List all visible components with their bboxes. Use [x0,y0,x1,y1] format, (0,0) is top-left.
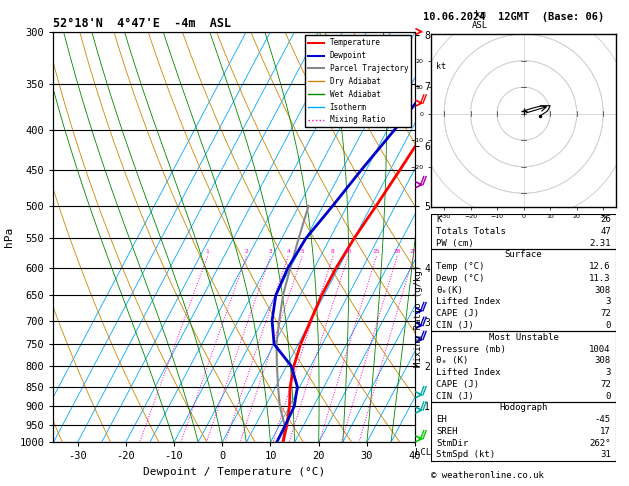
Text: K: K [437,215,442,224]
Text: Pressure (mb): Pressure (mb) [437,345,506,353]
Text: 52°18'N  4°47'E  -4m  ASL: 52°18'N 4°47'E -4m ASL [53,17,231,31]
Text: km
ASL: km ASL [472,10,488,30]
Text: 0: 0 [606,392,611,400]
Text: StmDir: StmDir [437,438,469,448]
Text: 12.6: 12.6 [589,262,611,271]
Text: 31: 31 [600,451,611,459]
Text: StmSpd (kt): StmSpd (kt) [437,451,496,459]
Text: θₑ(K): θₑ(K) [437,286,464,295]
Text: -45: -45 [595,415,611,424]
Text: 2.31: 2.31 [589,239,611,248]
Text: Hodograph: Hodograph [499,403,548,412]
Legend: Temperature, Dewpoint, Parcel Trajectory, Dry Adiabat, Wet Adiabat, Isotherm, Mi: Temperature, Dewpoint, Parcel Trajectory… [305,35,411,127]
Text: Surface: Surface [505,250,542,260]
Text: 10.06.2024  12GMT  (Base: 06): 10.06.2024 12GMT (Base: 06) [423,12,604,22]
Text: 2: 2 [245,249,248,254]
Text: 15: 15 [372,249,380,254]
Text: 25: 25 [410,249,418,254]
Text: Totals Totals: Totals Totals [437,227,506,236]
Text: SREH: SREH [437,427,458,436]
Text: 20: 20 [393,249,401,254]
Text: 72: 72 [600,380,611,389]
Text: 72: 72 [600,309,611,318]
Text: 3: 3 [606,297,611,307]
Text: Lifted Index: Lifted Index [437,297,501,307]
Text: 1: 1 [206,249,209,254]
Text: PW (cm): PW (cm) [437,239,474,248]
Text: 11.3: 11.3 [589,274,611,283]
Text: Most Unstable: Most Unstable [489,333,559,342]
X-axis label: Dewpoint / Temperature (°C): Dewpoint / Temperature (°C) [143,467,325,477]
Text: kt: kt [436,62,446,70]
Text: CAPE (J): CAPE (J) [437,380,479,389]
Text: 3: 3 [269,249,272,254]
Text: 26: 26 [600,215,611,224]
Text: 10: 10 [344,249,352,254]
Text: EH: EH [437,415,447,424]
Text: θₑ (K): θₑ (K) [437,356,469,365]
Text: Lifted Index: Lifted Index [437,368,501,377]
Text: 0: 0 [606,321,611,330]
Text: 8: 8 [331,249,335,254]
Text: 4: 4 [286,249,290,254]
Text: LCL: LCL [415,449,431,457]
Text: 308: 308 [595,356,611,365]
Text: 262°: 262° [589,438,611,448]
Text: © weatheronline.co.uk: © weatheronline.co.uk [431,471,543,480]
Text: 308: 308 [595,286,611,295]
Text: Temp (°C): Temp (°C) [437,262,485,271]
Text: 1004: 1004 [589,345,611,353]
Y-axis label: hPa: hPa [4,227,14,247]
Text: 5: 5 [300,249,304,254]
Text: CIN (J): CIN (J) [437,392,474,400]
Text: CAPE (J): CAPE (J) [437,309,479,318]
Text: 17: 17 [600,427,611,436]
Text: CIN (J): CIN (J) [437,321,474,330]
Text: 3: 3 [606,368,611,377]
Text: 47: 47 [600,227,611,236]
Text: Mixing Ratio (g/kg): Mixing Ratio (g/kg) [414,265,423,367]
Text: Dewp (°C): Dewp (°C) [437,274,485,283]
